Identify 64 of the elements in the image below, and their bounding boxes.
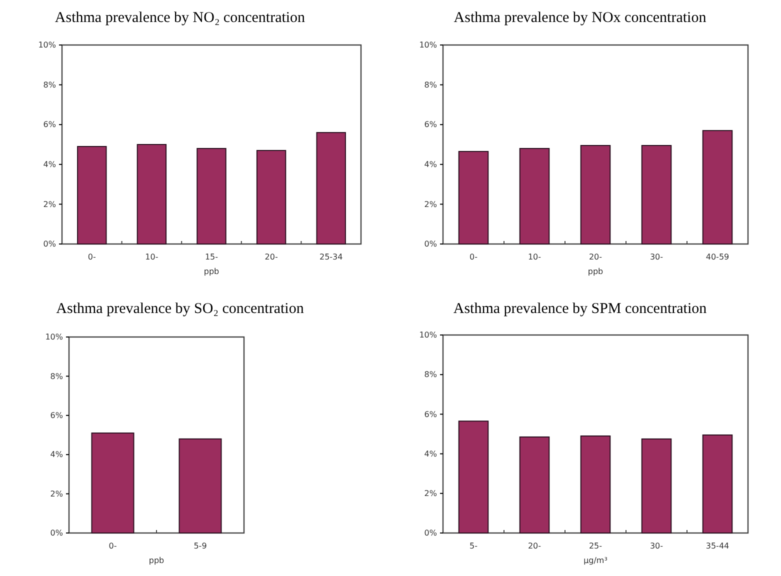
y-tick-label: 8% bbox=[424, 80, 438, 90]
chart-title: Asthma prevalence by NO₂ concentration bbox=[54, 10, 306, 26]
y-tick-label: 4% bbox=[424, 160, 438, 169]
bar bbox=[702, 130, 733, 244]
y-tick-label: 0% bbox=[424, 240, 438, 249]
y-tick-label: 10% bbox=[419, 40, 438, 50]
bar bbox=[641, 438, 672, 534]
bar bbox=[519, 148, 550, 244]
x-axis-title: ppb bbox=[588, 267, 604, 276]
x-tick-label: 30- bbox=[650, 252, 664, 262]
x-tick-label: 25- bbox=[588, 542, 602, 551]
bar bbox=[519, 436, 550, 534]
bar bbox=[136, 144, 167, 244]
x-tick-label: 40-59 bbox=[706, 252, 730, 262]
y-tick-label: 2% bbox=[43, 200, 56, 209]
y-tick-label: 8% bbox=[424, 370, 438, 380]
bar bbox=[458, 420, 489, 534]
bar bbox=[641, 144, 672, 244]
x-tick-label: 30- bbox=[650, 542, 664, 551]
y-tick-label: 6% bbox=[424, 120, 438, 130]
y-tick-label: 8% bbox=[50, 372, 64, 381]
bar bbox=[458, 150, 489, 244]
y-tick-label: 10% bbox=[419, 330, 438, 340]
x-axis-title: μg/m³ bbox=[584, 556, 608, 565]
bar bbox=[196, 148, 226, 244]
x-tick-label: 10- bbox=[145, 252, 158, 262]
x-tick-label: 0- bbox=[470, 252, 478, 262]
x-axis-title: ppb bbox=[204, 267, 220, 276]
x-tick-label: 10- bbox=[528, 252, 542, 262]
chart-title: Asthma prevalence by NOx concentration bbox=[454, 10, 707, 26]
bar bbox=[256, 150, 286, 244]
y-tick-label: 10% bbox=[45, 332, 64, 342]
y-tick-label: 2% bbox=[424, 200, 438, 209]
bar bbox=[316, 132, 346, 244]
y-tick-label: 6% bbox=[50, 410, 64, 420]
x-tick-label: 5- bbox=[470, 542, 478, 551]
y-tick-label: 0% bbox=[50, 528, 64, 538]
y-tick-label: 6% bbox=[424, 410, 438, 419]
x-tick-label: 0- bbox=[108, 542, 117, 551]
x-tick-label: 0- bbox=[88, 252, 96, 262]
y-tick-label: 2% bbox=[50, 489, 64, 498]
y-tick-label: 8% bbox=[43, 80, 56, 90]
y-tick-label: 4% bbox=[43, 160, 56, 169]
y-tick-label: 0% bbox=[43, 240, 56, 249]
y-tick-label: 6% bbox=[43, 120, 56, 130]
bar bbox=[702, 434, 733, 534]
x-tick-label: 35-44 bbox=[706, 542, 730, 551]
bar bbox=[580, 144, 611, 244]
y-tick-label: 4% bbox=[424, 449, 438, 458]
x-tick-label: 20- bbox=[588, 252, 602, 262]
x-tick-label: 15- bbox=[204, 252, 218, 262]
y-tick-label: 2% bbox=[424, 488, 438, 498]
chart-title: Asthma prevalence by SO₂ concentration bbox=[56, 301, 304, 317]
bar bbox=[77, 146, 107, 244]
y-tick-label: 4% bbox=[50, 450, 64, 460]
x-tick-label: 25-34 bbox=[319, 252, 343, 262]
x-tick-label: 20- bbox=[264, 252, 278, 262]
x-tick-label: 5-9 bbox=[194, 542, 207, 551]
x-axis-title: ppb bbox=[148, 556, 164, 565]
x-tick-label: 20- bbox=[528, 542, 542, 551]
chart-title: Asthma prevalence by SPM concentration bbox=[453, 301, 708, 317]
y-tick-label: 10% bbox=[38, 40, 56, 50]
y-tick-label: 0% bbox=[424, 528, 438, 538]
bar bbox=[580, 435, 611, 534]
